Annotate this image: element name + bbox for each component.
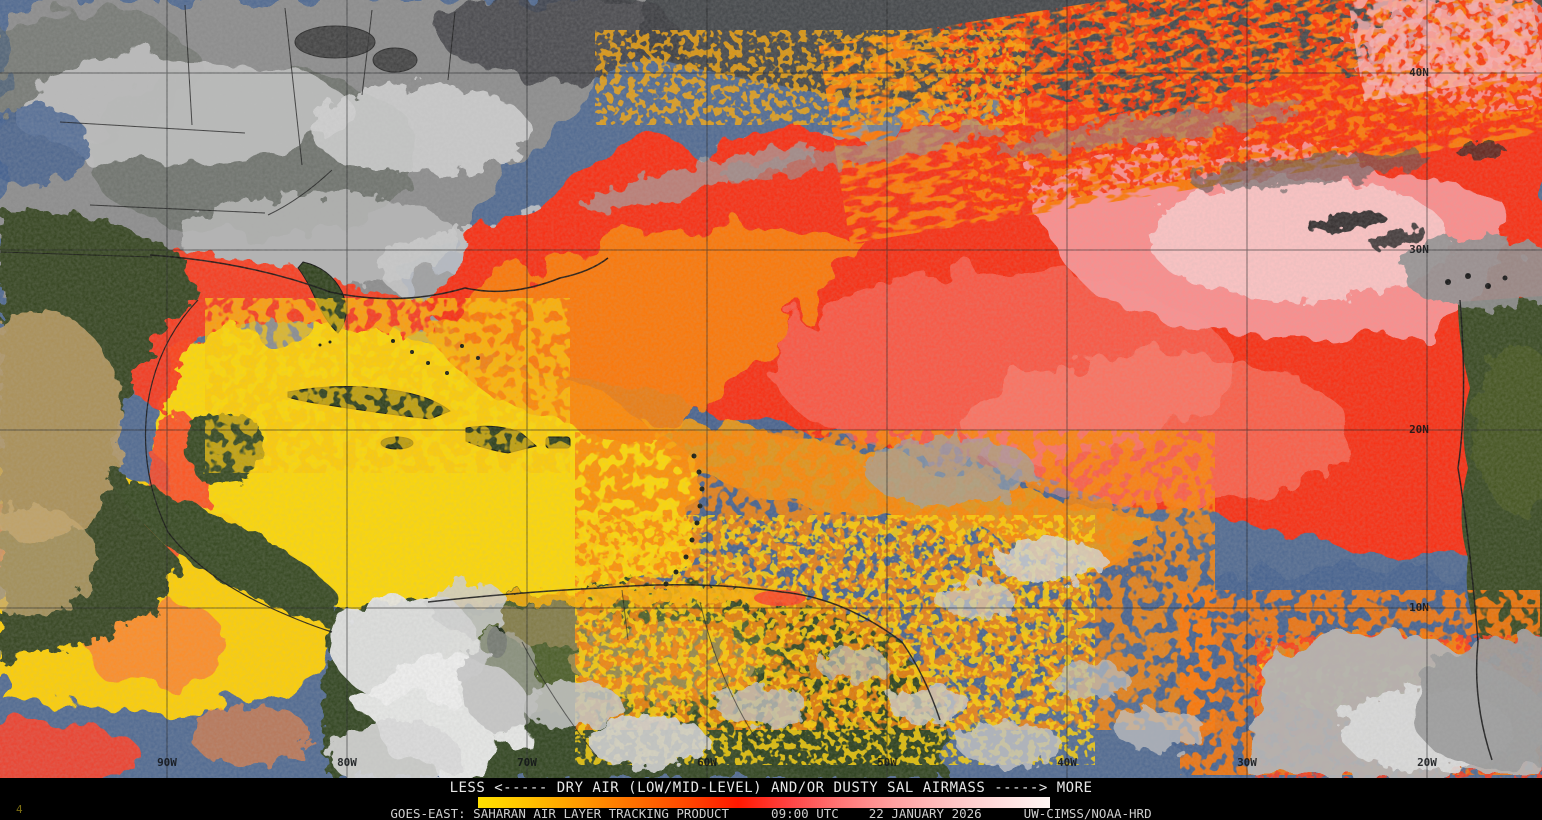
caption-product: GOES-EAST: SAHARAN AIR LAYER TRACKING PR… (390, 806, 730, 820)
product-footer: LESS <----- DRY AIR (LOW/MID-LEVEL) AND/… (0, 778, 1542, 820)
legend-colorbar (478, 797, 1050, 808)
caption-date: 22 JANUARY 2026 (868, 806, 982, 820)
caption-credit: UW-CIMSS/NOAA-HRD (1023, 806, 1152, 820)
frame-number: 4 (16, 803, 23, 816)
caption-time: 09:00 UTC (771, 806, 839, 820)
satellite-image (0, 0, 1542, 778)
satellite-map: 40N 30N 20N 10N 90W 80W 70W 60W 50W 40W … (0, 0, 1542, 778)
legend-text: LESS <----- DRY AIR (LOW/MID-LEVEL) AND/… (449, 780, 1093, 796)
film-grain-overlay (0, 0, 1542, 778)
caption-bar: GOES-EAST: SAHARAN AIR LAYER TRACKING PR… (0, 806, 1542, 820)
